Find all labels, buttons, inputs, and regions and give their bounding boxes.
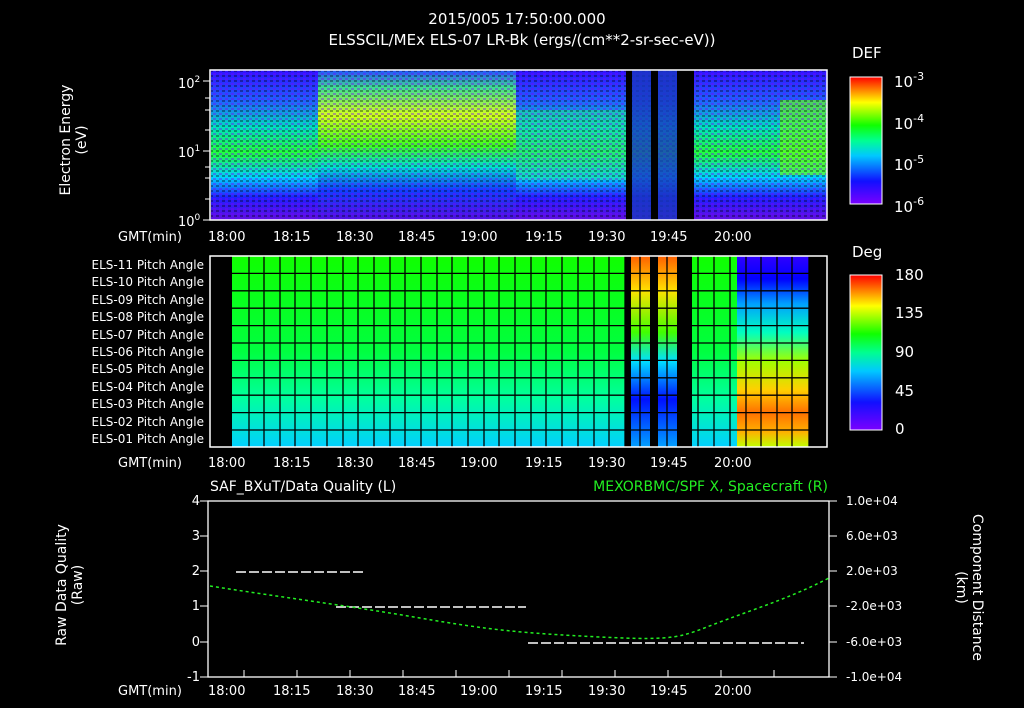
ytick-label: 0 [191, 635, 200, 650]
xtick-label: 20:00 [714, 230, 752, 245]
xtick-label: 18:00 [208, 456, 246, 471]
pitch-grid-v [248, 256, 810, 447]
svg-text:10-3: 10-3 [894, 70, 924, 91]
xtick-label: 18:15 [273, 456, 311, 471]
ytick-label: -6.0e+03 [846, 635, 903, 649]
deg-colorbar [849, 274, 883, 431]
panel3-left-title: SAF_BXuT/Data Quality (L) [210, 479, 397, 495]
xtick-label: 19:45 [650, 684, 688, 699]
panel3-right-ylabel-wrap: Component Distance (km) [953, 500, 985, 675]
deg-tick: 45 [895, 382, 915, 400]
xtick-label: 19:00 [460, 456, 498, 471]
panel3-ylabel: Raw Data Quality [54, 524, 70, 646]
xtick-label: 19:30 [588, 456, 626, 471]
xtick-label: 18:30 [336, 456, 374, 471]
xtick-label: 18:45 [398, 456, 436, 471]
deg-tick: 90 [895, 343, 915, 361]
svg-text:100: 100 [178, 213, 201, 230]
panel3-ylabel-wrap: Raw Data Quality (Raw) [54, 500, 86, 670]
xtick-label: 18:15 [273, 230, 311, 245]
panel2-xticklabels: 18:00 18:15 18:30 18:45 19:00 19:15 19:3… [204, 456, 864, 472]
row-label: ELS-08 Pitch Angle [91, 310, 204, 325]
energy-spectrogram [209, 69, 828, 221]
panel3-yunit: (Raw) [70, 564, 86, 606]
xtick-label: 19:00 [460, 230, 498, 245]
deg-tick: 135 [895, 304, 924, 322]
panel1-yticks [203, 80, 210, 221]
xtick-label: 19:30 [588, 230, 626, 245]
xtick-label: 20:00 [714, 684, 752, 699]
ytick-label: 2.0e+03 [846, 564, 898, 578]
panel3-right-yunit: (km) [953, 571, 969, 604]
svg-text:10-5: 10-5 [894, 153, 924, 174]
xtick-label: 19:45 [650, 456, 688, 471]
deg-tick: 0 [895, 420, 905, 438]
xtick-label: 19:15 [525, 456, 563, 471]
xtick-label: 19:00 [460, 684, 498, 699]
ytick-label: 3 [191, 529, 200, 544]
ytick-label: 4 [191, 494, 200, 509]
row-label: ELS-03 Pitch Angle [91, 397, 204, 412]
ytick-label: 2 [191, 564, 200, 579]
def-colorbar-title: DEF [852, 44, 882, 62]
row-label: ELS-01 Pitch Angle [91, 431, 204, 446]
ytick-label: 1 [191, 599, 200, 614]
svg-text:10-4: 10-4 [894, 112, 924, 133]
xtick-label: 18:45 [398, 684, 436, 699]
xtick-label: 18:00 [208, 684, 246, 699]
xtick-label: 18:45 [398, 230, 436, 245]
xtick-label: 18:15 [273, 684, 311, 699]
deg-tick: 180 [895, 266, 924, 284]
panel3-right-ylabel: Component Distance [969, 514, 985, 661]
quality-line-plot [200, 500, 837, 678]
panel3-xticks [243, 670, 775, 677]
pitch-angle-heatmap [209, 255, 828, 448]
xtick-label: 19:45 [650, 230, 688, 245]
row-label: ELS-11 Pitch Angle [91, 258, 204, 272]
plot-timestamp: 2015/005 17:50:00.000 [428, 10, 606, 28]
xtick-label: 18:30 [336, 684, 374, 699]
svg-text:10-6: 10-6 [894, 195, 924, 216]
xtick-label: 19:30 [588, 684, 626, 699]
deg-colorbar-title: Deg [852, 243, 883, 261]
pitch-row-labels: ELS-11 Pitch Angle ELS-10 Pitch Angle EL… [60, 257, 204, 448]
xtick-label: 18:30 [336, 230, 374, 245]
xtick-label: 20:00 [714, 456, 752, 471]
row-label: ELS-05 Pitch Angle [91, 362, 204, 377]
plot-subtitle: ELSSCIL/MEx ELS-07 LR-Bk (ergs/(cm**2-sr… [328, 31, 716, 49]
row-label: ELS-06 Pitch Angle [91, 344, 204, 359]
row-label: ELS-04 Pitch Angle [91, 379, 204, 394]
row-label: ELS-09 Pitch Angle [91, 292, 204, 307]
panel2-xlabel: GMT(min) [118, 456, 182, 471]
row-label: ELS-07 Pitch Angle [91, 327, 204, 342]
xtick-label: 19:15 [525, 684, 563, 699]
svg-text:102: 102 [178, 75, 200, 92]
panel3-xlabel: GMT(min) [118, 684, 182, 699]
row-label: ELS-10 Pitch Angle [91, 275, 204, 290]
ytick-label: -2.0e+03 [846, 599, 903, 613]
xtick-label: 18:00 [208, 230, 246, 245]
xtick-label: 19:15 [525, 230, 563, 245]
svg-text:101: 101 [178, 144, 200, 161]
ytick-label: 6.0e+03 [846, 529, 898, 543]
panel1-xticklabels: 18:00 18:15 18:30 18:45 19:00 19:15 19:3… [204, 230, 864, 246]
panel1-xlabel: GMT(min) [118, 230, 182, 245]
panel3-right-title: MEXORBMC/SPF X, Spacecraft (R) [593, 479, 828, 495]
ytick-label: -1 [187, 670, 200, 685]
ytick-label: 1.0e+04 [846, 494, 898, 508]
def-colorbar [849, 76, 883, 205]
ytick-label: -1.0e+04 [846, 670, 903, 684]
panel3-xticklabels: 18:00 18:15 18:30 18:45 19:00 19:15 19:3… [204, 684, 864, 700]
row-label: ELS-02 Pitch Angle [91, 414, 204, 429]
